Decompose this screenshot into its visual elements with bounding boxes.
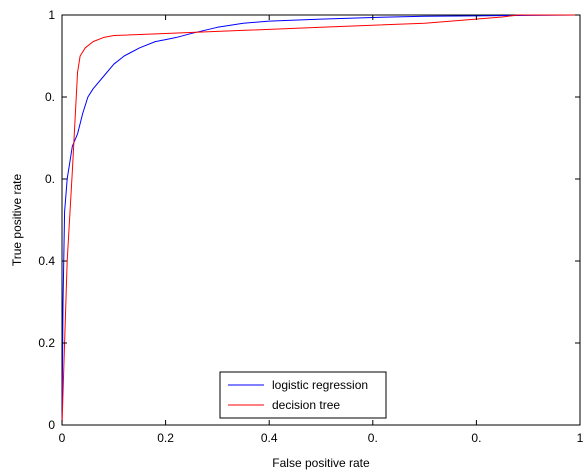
x-tick-label: 1: [577, 431, 584, 445]
y-tick-label: 0.4: [38, 254, 55, 268]
x-tick-label: 0.: [471, 431, 481, 445]
y-tick-label: 0.2: [38, 336, 55, 350]
series-line-decision-tree: [61, 14, 580, 426]
y-tick-label: 1: [48, 8, 55, 22]
y-axis-label: True positive rate: [10, 174, 24, 267]
plot-background: [61, 14, 581, 426]
ticks-group: 0 0.2 0.4 0. 0. 1 0 0.2 0.4 0. 0. 1: [38, 8, 583, 445]
y-tick-label: 0.: [45, 90, 55, 104]
x-tick-label: 0.: [368, 431, 378, 445]
x-tick-label: 0: [59, 431, 66, 445]
legend-label: decision tree: [272, 398, 340, 412]
plot-area: [61, 14, 581, 426]
legend: logistic regression decision tree: [219, 371, 387, 419]
legend-box: [219, 371, 387, 419]
y-tick-label: 0.: [45, 172, 55, 186]
y-tick-label: 0: [48, 418, 55, 432]
x-axis-label: False positive rate: [272, 456, 370, 470]
series-group: [61, 14, 581, 426]
x-tick-label: 0.4: [261, 431, 278, 445]
legend-label: logistic regression: [272, 378, 368, 392]
series-line-logistic-regression: [61, 14, 581, 426]
x-tick-label: 0.2: [157, 431, 174, 445]
